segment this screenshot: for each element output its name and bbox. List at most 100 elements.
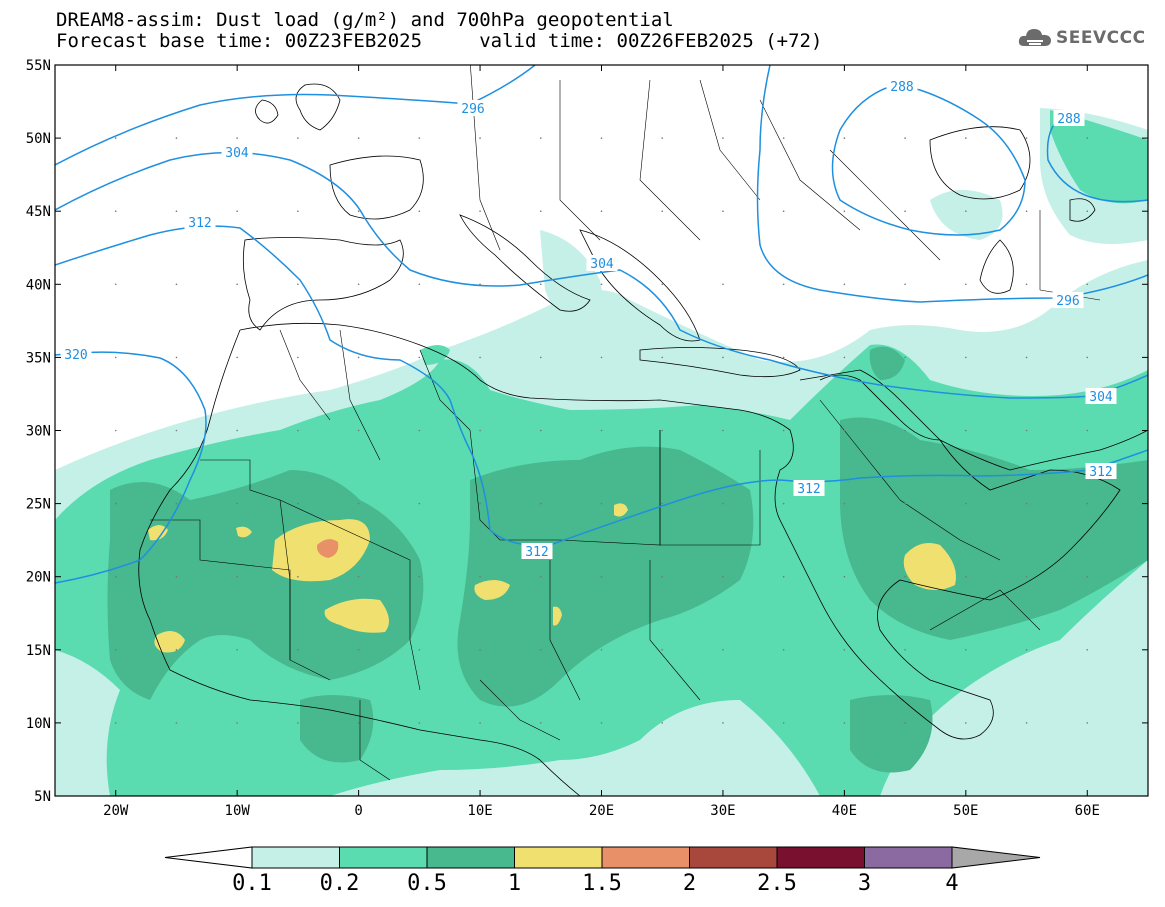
graticule-dot: [114, 210, 117, 212]
graticule-dot: [661, 649, 664, 651]
graticule-dot: [782, 283, 785, 286]
graticule-dot: [418, 649, 421, 651]
graticule-dot: [600, 649, 603, 651]
graticule-dot: [236, 210, 238, 212]
graticule-dot: [1086, 137, 1089, 139]
graticule-dot: [661, 722, 664, 724]
graticule-dot: [479, 649, 481, 651]
graticule-dot: [600, 356, 603, 359]
colorbar-tick-label: 4: [945, 871, 958, 896]
graticule-dot: [782, 210, 785, 212]
graticule-dot: [175, 649, 178, 651]
lat-tick-label: 35N: [26, 350, 51, 366]
colorbar-under-arrow: [164, 846, 253, 869]
graticule-dot: [357, 283, 360, 286]
contour-label: 296: [461, 102, 484, 117]
graticule-dot: [965, 722, 967, 724]
contour-label-bg: [586, 255, 618, 271]
graticule-dot: [965, 649, 967, 651]
graticule-dot: [297, 502, 299, 505]
colorbar-box: [339, 846, 428, 869]
graticule-dot: [1086, 722, 1089, 724]
contour-label-bg: [521, 543, 553, 559]
graticule-dot: [418, 502, 421, 505]
lat-tick-label: 45N: [26, 204, 51, 220]
graticule-dot: [297, 137, 299, 139]
graticule-dot: [843, 649, 846, 651]
graticule-dot: [661, 429, 664, 432]
contour-label-bg: [221, 144, 253, 160]
graticule-dot: [843, 210, 846, 212]
contour-label-bg: [60, 346, 92, 362]
graticule-dot: [965, 283, 967, 286]
graticule-dot: [843, 283, 846, 286]
graticule-dot: [904, 575, 906, 578]
graticule-dot: [175, 722, 178, 724]
graticule-dot: [175, 575, 178, 578]
graticule-dot: [539, 356, 542, 359]
coastlines: [138, 83, 1148, 796]
graticule-dot: [843, 502, 846, 505]
graticule-dot: [600, 722, 603, 724]
graticule-dot: [114, 283, 117, 286]
colorbar: 0.1 0.2 0.5 1 1.5 2 2.5 3 4: [164, 846, 1041, 896]
contour-label-bg: [886, 78, 918, 94]
graticule-dot: [1025, 649, 1028, 651]
contour-label-bg: [1052, 292, 1084, 308]
graticule-dot: [1025, 502, 1028, 505]
graticule-dot: [297, 722, 299, 724]
graticule-dot: [539, 722, 542, 724]
graticule-dot: [236, 137, 238, 139]
graticule-dot: [297, 429, 299, 432]
graticule-dot: [904, 649, 906, 651]
graticule-dot: [418, 210, 421, 212]
graticule-dot: [661, 210, 664, 212]
graticule-dot: [236, 429, 238, 432]
graticule-dot: [357, 429, 360, 432]
graticule-dot: [1086, 649, 1089, 651]
contour-label: 288: [1057, 112, 1080, 127]
lon-tick-label: 10E: [467, 803, 492, 819]
graticule-dot: [782, 137, 785, 139]
graticule-dot: [175, 502, 178, 505]
graticule-dot: [722, 722, 724, 724]
contour-label: 320: [64, 348, 87, 363]
graticule-dot: [1025, 575, 1028, 578]
graticule-dot: [965, 137, 967, 139]
graticule-dot: [418, 137, 421, 139]
graticule-dot: [1086, 283, 1089, 286]
graticule-dot: [661, 137, 664, 139]
colorbar-box: [689, 846, 778, 869]
contour-label-bg: [793, 480, 825, 496]
graticule-dot: [297, 356, 299, 359]
contour-label: 304: [225, 146, 249, 161]
title-line-1: DREAM8-assim: Dust load (g/m²) and 700hP…: [56, 9, 674, 31]
graticule-dot: [236, 356, 238, 359]
graticule-dot: [843, 356, 846, 359]
lon-tick-label: 0: [354, 803, 362, 819]
graticule-dot: [479, 283, 481, 286]
graticule-dot: [904, 137, 906, 139]
graticule-dot: [236, 502, 238, 505]
graticule-dot: [357, 649, 360, 651]
lon-tick-label: 30E: [710, 803, 735, 819]
graticule-dot: [965, 356, 967, 359]
graticule-dot: [1086, 356, 1089, 359]
graticule-dot: [479, 210, 481, 212]
graticule-dot: [236, 575, 238, 578]
graticule-dot: [782, 649, 785, 651]
graticule-dot: [843, 722, 846, 724]
lat-tick-label: 50N: [26, 131, 51, 147]
graticule-dot: [175, 210, 178, 212]
graticule-dot: [1025, 429, 1028, 432]
graticule-dot: [965, 575, 967, 578]
graticule-dot: [904, 429, 906, 432]
lon-tick-label: 60E: [1075, 803, 1100, 819]
graticule-dot: [175, 356, 178, 359]
graticule-dot: [479, 429, 481, 432]
graticule-dot: [297, 210, 299, 212]
graticule-dot: [539, 283, 542, 286]
lon-tick-label: 20E: [589, 803, 614, 819]
lat-tick-label: 25N: [26, 497, 51, 513]
